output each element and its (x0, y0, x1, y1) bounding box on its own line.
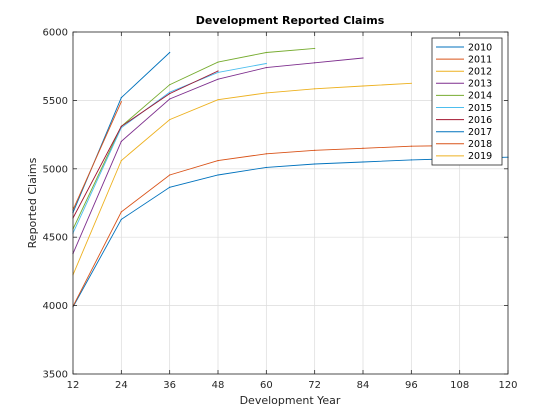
data-point-2015 (217, 71, 219, 73)
data-point-2016 (120, 125, 122, 127)
y-tick-label: 5000 (43, 164, 68, 175)
legend-label: 2019 (468, 151, 492, 162)
data-point-2011 (217, 159, 219, 162)
data-point-2010 (120, 218, 122, 221)
x-tick-label: 24 (115, 380, 128, 391)
x-axis-label: Development Year (240, 394, 341, 407)
data-point-2013 (314, 62, 316, 64)
data-point-2017 (120, 97, 122, 99)
data-point-2010 (169, 186, 171, 188)
data-point-2011 (314, 149, 316, 151)
legend-label: 2013 (468, 79, 492, 90)
data-point-2011 (410, 145, 412, 147)
data-point-2018 (120, 101, 122, 103)
legend-label: 2011 (468, 54, 492, 65)
data-point-2016 (169, 92, 171, 95)
y-tick-label: 6000 (43, 28, 68, 39)
data-point-2011 (265, 153, 267, 155)
y-tick-label: 3500 (43, 370, 68, 381)
data-point-2015 (169, 91, 171, 93)
data-point-2014 (217, 61, 219, 63)
legend-label: 2017 (468, 127, 492, 138)
y-tick-label: 4500 (43, 233, 68, 244)
chart-title: Development Reported Claims (196, 14, 385, 27)
series-line-2012 (72, 82, 412, 275)
data-point-2012 (362, 85, 364, 87)
x-tick-label: 12 (67, 380, 80, 391)
data-point-2012 (265, 92, 267, 94)
x-tick-label: 72 (308, 380, 321, 391)
data-point-2010 (314, 163, 316, 165)
x-tick-label: 36 (163, 380, 176, 391)
x-tick-label: 60 (260, 380, 273, 391)
data-point-2014 (314, 47, 316, 50)
y-axis-label: Reported Claims (26, 157, 39, 248)
data-point-2015 (265, 62, 267, 65)
data-point-2017 (169, 51, 171, 54)
data-point-2016 (217, 70, 219, 72)
legend-label: 2014 (468, 91, 492, 102)
data-point-2014 (169, 84, 171, 86)
legend-label: 2015 (468, 103, 492, 114)
data-point-2012 (217, 99, 219, 101)
tick-layer: 12 24 36 48 60 72 84 96 108 120 3500 4000 4500 5000 55… (43, 28, 518, 392)
x-tick-label: 84 (357, 380, 370, 391)
x-tick-label: 96 (405, 380, 418, 391)
data-point-2011 (120, 211, 122, 213)
data-point-2013 (265, 66, 267, 69)
data-point-2011 (362, 147, 364, 149)
legend-label: 2012 (468, 67, 492, 78)
legend-label: 2018 (468, 139, 492, 150)
series-line-2016 (72, 70, 219, 219)
series-line-2014 (72, 47, 315, 230)
data-point-2012 (314, 88, 316, 90)
legend-label: 2016 (468, 115, 492, 126)
data-point-2013 (217, 78, 219, 80)
legend-label: 2010 (468, 42, 492, 53)
data-point-2011 (169, 174, 171, 176)
plot-frame (72, 31, 509, 375)
y-tick-label: 4000 (43, 301, 68, 312)
y-tick-label: 5500 (43, 96, 68, 107)
data-point-2014 (265, 51, 267, 54)
data-point-2013 (362, 57, 364, 59)
series-line-2018 (72, 101, 122, 210)
data-point-2013 (169, 98, 171, 100)
x-tick-label: 48 (212, 380, 225, 391)
data-point-2012 (169, 118, 171, 121)
data-point-2010 (217, 174, 219, 176)
data-point-2012 (120, 159, 122, 162)
data-point-2010 (362, 161, 364, 163)
data-point-2013 (120, 140, 122, 143)
x-tick-label: 120 (498, 380, 517, 391)
data-point-2010 (265, 166, 267, 169)
data-point-2010 (410, 159, 412, 161)
data-point-2012 (410, 82, 412, 84)
x-tick-label: 108 (450, 380, 469, 391)
